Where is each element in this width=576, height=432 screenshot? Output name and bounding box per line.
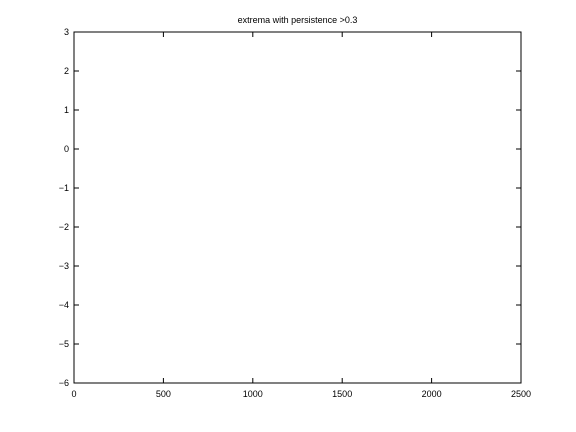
x-tick-label: 2500 <box>511 389 531 399</box>
plot-frame <box>73 31 522 384</box>
x-tick-label: 500 <box>156 389 171 399</box>
axes: 0 500 1000 1500 2000 2500 −6 −5 −4 −3 −2 −1 0 1 2 3 <box>59 27 531 399</box>
x-tick-label: 1000 <box>243 389 263 399</box>
y-tick-label: −2 <box>59 222 69 232</box>
x-tick-label: 0 <box>71 389 76 399</box>
y-tick-label: −1 <box>59 183 69 193</box>
y-tick-label: −3 <box>59 261 69 271</box>
y-tick-label: 1 <box>64 105 69 115</box>
y-tick-label: −5 <box>59 339 69 349</box>
chart-title: extrema with persistence >0.3 <box>238 15 358 25</box>
y-tick-label: 2 <box>64 66 69 76</box>
x-tick-label: 1500 <box>332 389 352 399</box>
y-tick-label: −6 <box>59 378 69 388</box>
y-tick-label: −4 <box>59 300 69 310</box>
x-tick-label: 2000 <box>422 389 442 399</box>
y-tick-label: 0 <box>64 144 69 154</box>
y-tick-label: 3 <box>64 27 69 37</box>
